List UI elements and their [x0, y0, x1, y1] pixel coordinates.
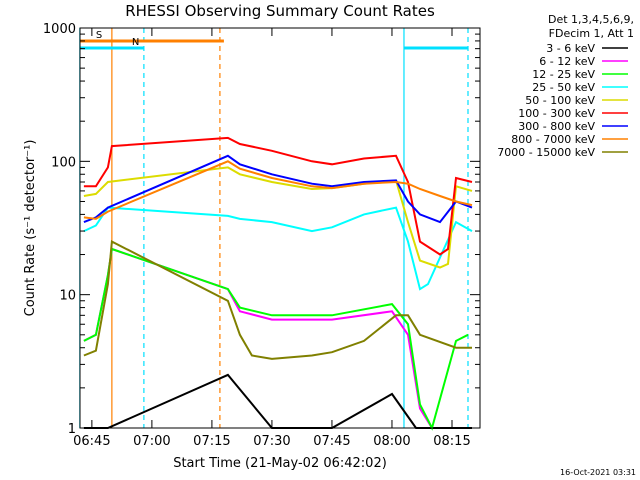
y-tick-label-1: 10	[59, 289, 76, 304]
legend-label-1: 6 - 12 keV	[539, 55, 595, 68]
legend-label-5: 100 - 300 keV	[518, 107, 595, 120]
plot-frame	[79, 27, 481, 429]
timestamp: 16-Oct-2021 03:31	[560, 468, 636, 477]
y-axis-label: Count Rate (s⁻¹ detector⁻¹)	[23, 140, 38, 317]
legend-label-0: 3 - 6 keV	[546, 42, 595, 55]
x-tick-label-6: 08:15	[433, 434, 470, 449]
chart-title: RHESSI Observing Summary Count Rates	[125, 2, 435, 20]
plot-area: SN	[79, 28, 473, 431]
axis-ticks: 06:45 07:00 07:15 07:30 07:45 08:00 08:15 1 10 10…	[43, 22, 480, 449]
legend-label-2: 12 - 25 keV	[532, 68, 595, 81]
x-tick-label-5: 08:00	[373, 434, 410, 449]
series-line-3	[83, 206, 473, 291]
x-tick-label-2: 07:15	[193, 434, 230, 449]
x-axis-label: Start Time (21-May-02 06:42:02)	[173, 456, 387, 471]
series-line-8	[83, 240, 472, 360]
flag-label-n: N	[132, 37, 139, 48]
y-tick-label-3: 1000	[43, 22, 76, 37]
legend-label-4: 50 - 100 keV	[525, 94, 595, 107]
y-tick-label-0: 1	[68, 422, 76, 437]
legend-header-line-1: Det 1,3,4,5,6,9,	[548, 13, 634, 26]
legend-label-8: 7000 - 15000 keV	[497, 146, 595, 159]
legend-label-3: 25 - 50 keV	[532, 81, 595, 94]
legend-label-7: 800 - 7000 keV	[511, 133, 595, 146]
series-line-6	[83, 154, 473, 224]
legend-header-line-2: FDecim 1, Att 1	[549, 27, 634, 40]
x-tick-label-0: 06:45	[73, 434, 110, 449]
series-line-0	[83, 373, 472, 429]
series-line-2	[83, 247, 469, 431]
series-line-7	[83, 160, 473, 220]
x-tick-label-1: 07:00	[133, 434, 170, 449]
legend-label-6: 300 - 800 keV	[518, 120, 595, 133]
y-tick-label-2: 100	[51, 155, 76, 170]
flag-label-s: S	[96, 30, 102, 41]
series-line-4	[83, 166, 473, 269]
x-tick-label-3: 07:30	[253, 434, 290, 449]
x-tick-label-4: 07:45	[313, 434, 350, 449]
series-line-5	[83, 136, 473, 256]
